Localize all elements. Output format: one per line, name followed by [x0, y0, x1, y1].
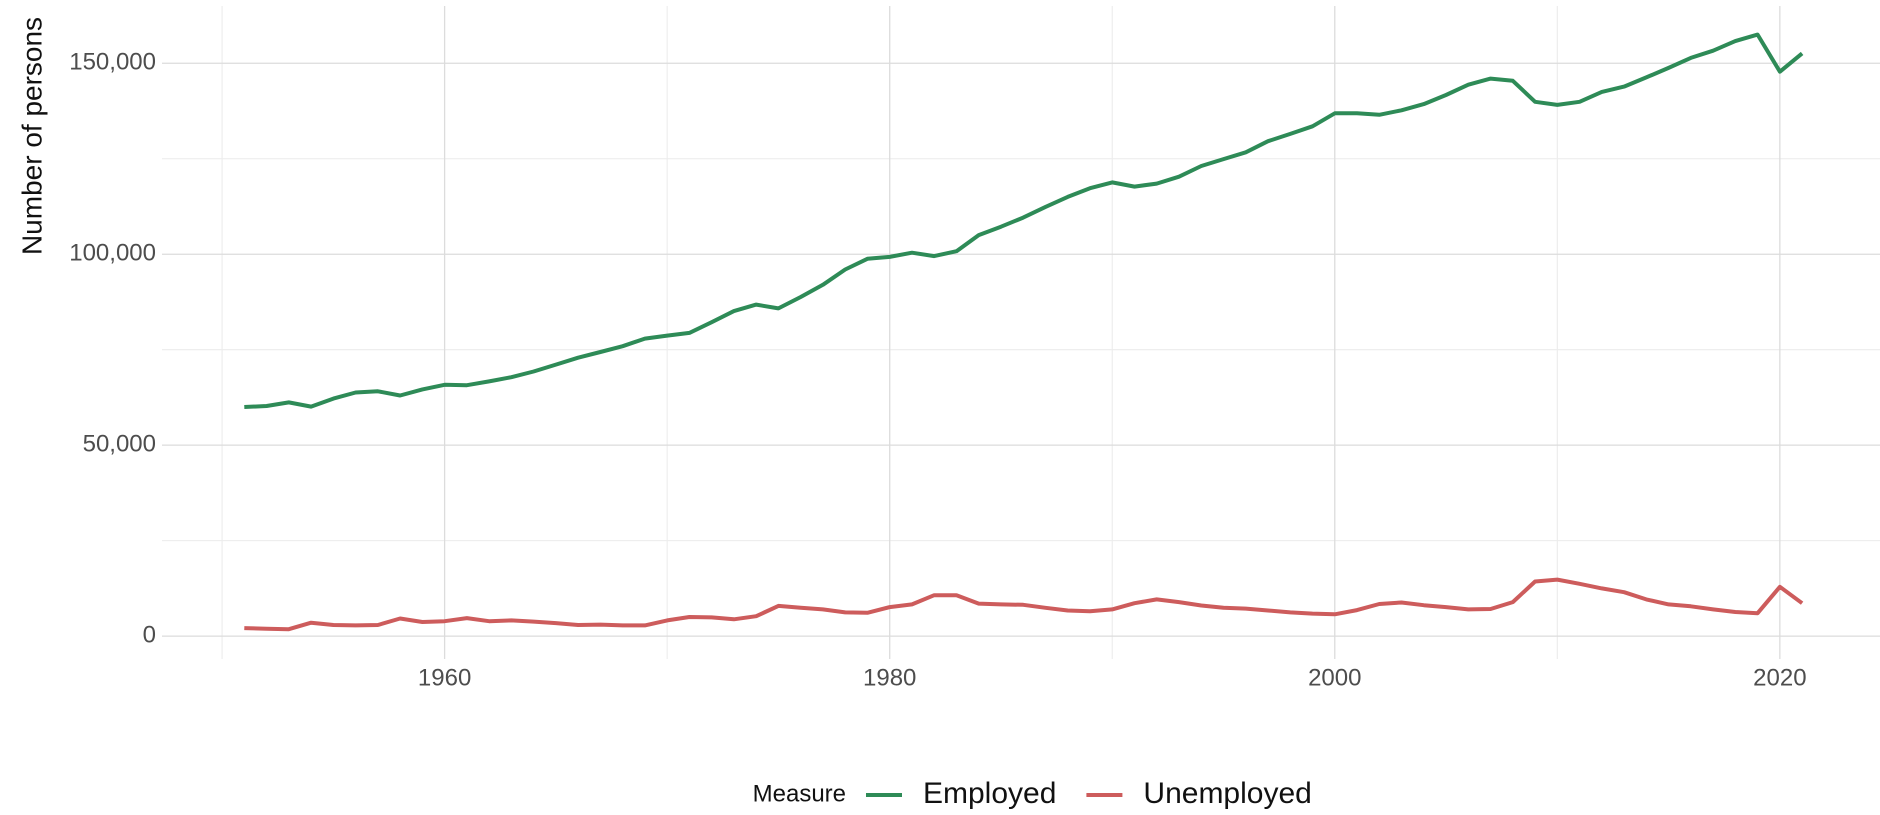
- legend-label: Unemployed: [1143, 777, 1311, 810]
- x-tick-label: 2000: [1308, 664, 1361, 691]
- y-tick-label: 50,000: [83, 430, 156, 457]
- legend-label: Employed: [923, 777, 1056, 810]
- y-tick-label: 100,000: [69, 240, 156, 267]
- x-tick-label: 1980: [863, 664, 916, 691]
- legend-title: Measure: [753, 780, 846, 807]
- line: [244, 32, 1804, 409]
- y-tick-label: 0: [143, 621, 156, 648]
- line: [244, 577, 1804, 632]
- x-tick-label: 2020: [1753, 664, 1806, 691]
- x-tick-label: 1960: [418, 664, 471, 691]
- y-axis-title: Number of persons: [16, 17, 47, 255]
- y-tick-label: 150,000: [69, 49, 156, 76]
